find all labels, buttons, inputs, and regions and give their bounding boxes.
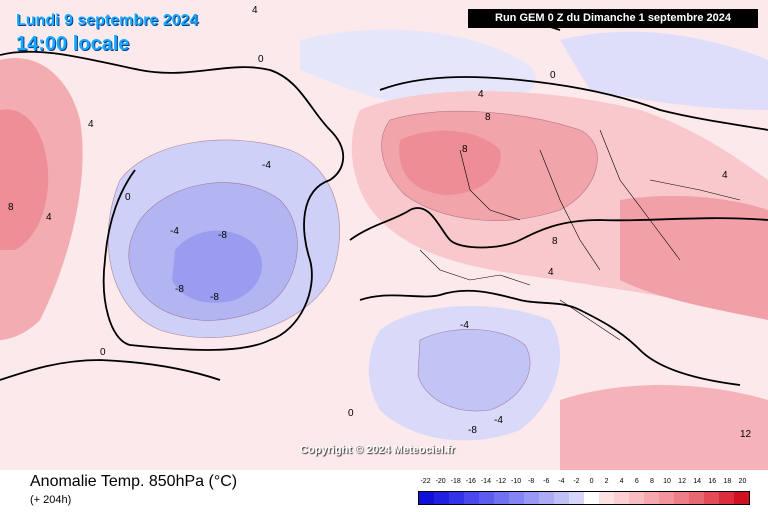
contour-label: 4: [478, 89, 484, 100]
legend-tick-label: 10: [663, 478, 671, 485]
legend-swatch: [494, 492, 509, 504]
contour-label: 0: [100, 347, 106, 358]
anomaly-blue-arctic: [300, 29, 537, 110]
legend-tick-label: -4: [558, 478, 565, 485]
legend-swatch: [629, 492, 644, 504]
legend-tick-label: 12: [678, 478, 686, 485]
legend-swatch: [734, 492, 749, 504]
legend-tick-label: -14: [480, 478, 491, 485]
legend-tick-label: 8: [649, 478, 654, 485]
color-legend: -22 -20 -18 -16 -14 -12 -10 -8 -6 -4 -2 0 2 4 6 8 10 12 14…: [418, 478, 750, 508]
anomaly-warm-europe-core: [399, 130, 501, 195]
contour-label: -8: [218, 230, 227, 241]
map-footer: Anomalie Temp. 850hPa (°C) (+ 204h) -22-…: [0, 470, 768, 512]
legend-tick-label: -22: [420, 478, 431, 485]
legend-tick-label: -16: [465, 478, 476, 485]
legend-tick-label: 0: [589, 478, 594, 485]
parameter-title: Anomalie Temp. 850hPa (°C): [30, 473, 238, 490]
anomaly-warm-east: [620, 195, 768, 320]
forecast-lead: (+ 204h): [30, 494, 72, 506]
legend-swatch: [524, 492, 539, 504]
legend-tick-label: -10: [511, 478, 522, 485]
legend-swatch: [509, 492, 524, 504]
legend-tick-label: -8: [528, 478, 535, 485]
contour-label: 8: [485, 112, 491, 123]
legend-tick-label: 20: [738, 478, 747, 485]
contour-label: -4: [262, 160, 271, 171]
legend-tick-label: 14: [693, 478, 702, 485]
legend-swatch: [569, 492, 584, 504]
legend-tick-label: 16: [708, 478, 717, 485]
legend-swatch: [599, 492, 614, 504]
legend-tick-label: 18: [723, 478, 732, 485]
legend-swatch: [554, 492, 569, 504]
legend-swatch: [704, 492, 719, 504]
legend-swatch: [434, 492, 449, 504]
contour-label: 8: [552, 236, 558, 247]
contour-label: 4: [46, 212, 52, 223]
country-borders: [419, 129, 741, 341]
valid-date: Lundi 9 septembre 2024: [16, 12, 199, 29]
contour-label: 8: [8, 202, 14, 213]
contour-label: 4: [252, 5, 258, 16]
legend-swatch: [689, 492, 704, 504]
contour-label: -8: [468, 425, 477, 436]
legend-tick-label: 6: [634, 478, 639, 485]
contour-label: -8: [210, 292, 219, 303]
legend-swatch: [419, 492, 434, 504]
contour-label: 0: [550, 70, 556, 81]
contour-label: 12: [740, 429, 752, 440]
legend-swatch: [449, 492, 464, 504]
legend-swatch: [719, 492, 734, 504]
contour-label: -4: [494, 415, 503, 426]
anomaly-warm-west-core: [0, 109, 49, 251]
legend-swatch: [464, 492, 479, 504]
legend-swatch: [644, 492, 659, 504]
contour-label: 0: [258, 54, 264, 65]
anomaly-warm-southeast: [560, 385, 768, 470]
contour-label: 0: [348, 408, 354, 419]
legend-swatch: [539, 492, 554, 504]
anomaly-blue-northeast: [560, 31, 768, 110]
contour-label: 4: [722, 170, 728, 181]
anomaly-cool-mediterranean-core: [418, 329, 531, 411]
legend-tick-label: -20: [435, 478, 446, 485]
contour-labels: 4 0 4 8 0 -4 -8 -8 -8 -4 0 4 8 8 4 0 -4 …: [8, 5, 752, 440]
legend-swatch: [479, 492, 494, 504]
valid-time: 14:00 locale: [16, 33, 130, 55]
anomaly-cold-atlantic-core: [172, 230, 263, 303]
legend-tick-label: -18: [450, 478, 461, 485]
legend-tick-label: -12: [495, 478, 507, 485]
legend-tick-label: -2: [573, 478, 580, 485]
contour-label: 4: [548, 267, 554, 278]
legend-swatch: [614, 492, 629, 504]
copyright-notice: Copyright © 2024 Meteociel.fr: [300, 444, 455, 456]
legend-tick-label: 4: [619, 478, 624, 485]
contour-label: 8: [462, 144, 468, 155]
map-area[interactable]: 4 0 4 8 0 -4 -8 -8 -8 -4 0 4 8 8 4 0 -4 …: [0, 0, 768, 470]
contour-label: -4: [460, 320, 469, 331]
run-info-banner: Run GEM 0 Z du Dimanche 1 septembre 2024: [468, 9, 758, 28]
legend-color-bar: [418, 491, 750, 505]
anomaly-map: 4 0 4 8 0 -4 -8 -8 -8 -4 0 4 8 8 4 0 -4 …: [0, 0, 768, 470]
anomaly-isolines: [107, 111, 598, 412]
contour-label: 4: [88, 119, 94, 130]
legend-swatch: [674, 492, 689, 504]
contour-label: -4: [170, 226, 179, 237]
legend-swatch: [659, 492, 674, 504]
contour-label: 0: [125, 192, 131, 203]
legend-labels: -22 -20 -18 -16 -14 -12 -10 -8 -6 -4 -2 0 2 4 6 8 10 12 14…: [418, 478, 750, 488]
contour-label: -8: [175, 284, 184, 295]
legend-tick-label: -6: [543, 478, 550, 485]
legend-swatch: [584, 492, 599, 504]
legend-tick-label: 2: [604, 478, 609, 485]
